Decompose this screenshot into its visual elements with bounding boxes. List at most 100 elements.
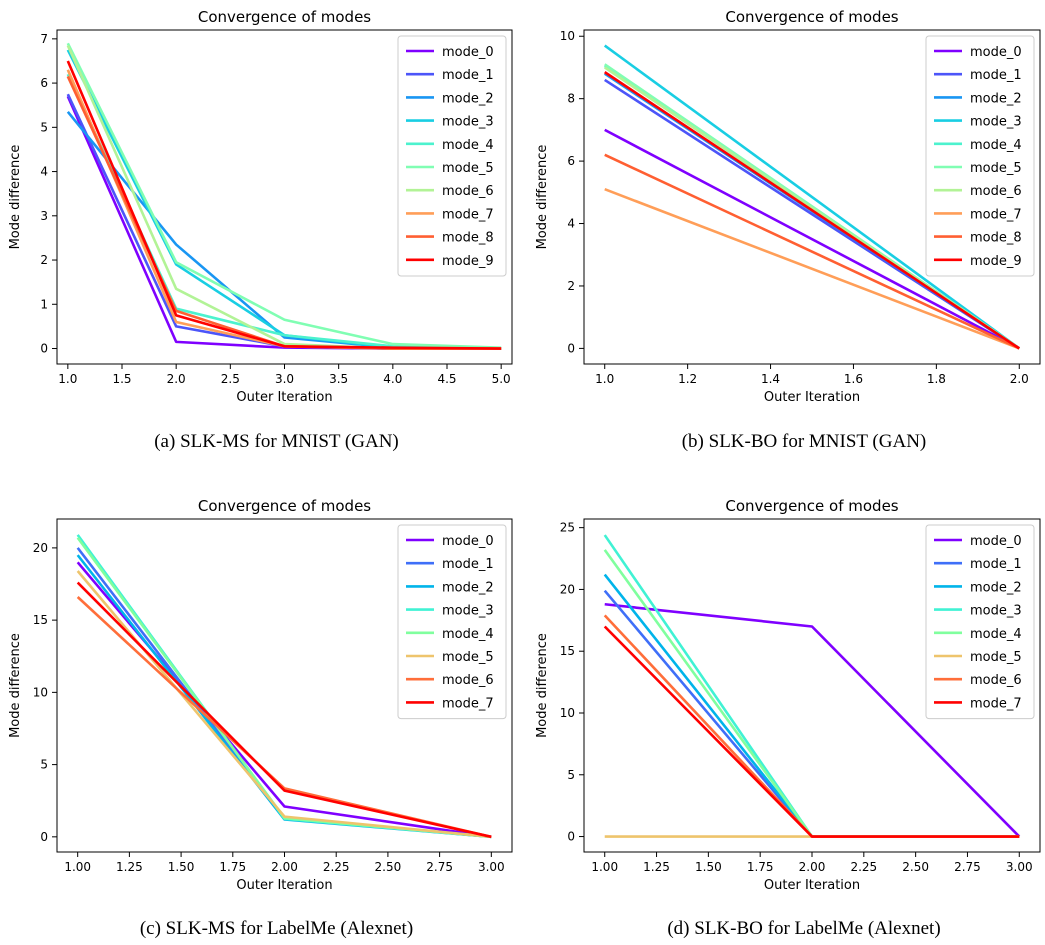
y-tick-label: 0 (567, 830, 575, 844)
x-tick-label: 2.50 (375, 860, 402, 874)
legend-label-mode_6: mode_6 (970, 184, 1022, 199)
x-axis-label: Outer Iteration (236, 390, 332, 405)
y-tick-label: 5 (567, 768, 575, 782)
x-tick-label: 1.6 (844, 372, 863, 386)
chart-title: Convergence of modes (725, 497, 898, 515)
series-line-mode_3 (603, 44, 1021, 350)
legend-label-mode_5: mode_5 (970, 161, 1022, 176)
y-tick-label: 6 (40, 76, 48, 90)
y-axis-label: Mode difference (535, 633, 550, 738)
x-tick-label: 1.00 (64, 860, 91, 874)
figure-caption: (a) SLK-MS for MNIST (GAN) (154, 431, 399, 452)
legend-label-mode_6: mode_6 (970, 673, 1022, 688)
chart-panel-3: Convergence of modes 1.00 1.25 1.50 1.75 2.00… (535, 497, 1041, 939)
y-tick-label: 0 (567, 341, 575, 355)
chart-panel-0: Convergence of modes 1.0 1.5 2.0 2.5 3.0 3.5 4.… (8, 8, 513, 452)
y-tick-label: 25 (560, 521, 575, 535)
y-tick-label: 15 (560, 644, 575, 658)
x-tick-label: 1.00 (591, 860, 618, 874)
legend-label-mode_2: mode_2 (970, 91, 1022, 106)
legend-label-mode_9: mode_9 (442, 254, 494, 269)
y-axis-label: Mode difference (8, 633, 23, 738)
legend-label-mode_5: mode_5 (442, 161, 494, 176)
legend-label-mode_2: mode_2 (970, 580, 1022, 595)
series-line-mode_5 (66, 42, 502, 349)
y-tick-label: 2 (40, 253, 48, 267)
legend-label-mode_3: mode_3 (970, 604, 1022, 619)
legend: mode_0 mode_1 mode_2 mode_3 mode_4 mode_5mode… (925, 35, 1035, 277)
legend-label-mode_8: mode_8 (442, 231, 494, 246)
y-tick-label: 0 (40, 342, 48, 356)
legend-label-mode_4: mode_4 (442, 138, 494, 153)
x-tick-label: 4.0 (383, 372, 402, 386)
y-tick-label: 20 (33, 541, 48, 555)
y-tick-label: 10 (33, 685, 48, 699)
chart-title: Convergence of modes (198, 497, 371, 515)
x-tick-label: 1.50 (695, 860, 722, 874)
legend-label-mode_6: mode_6 (442, 673, 494, 688)
x-tick-label: 1.50 (168, 860, 195, 874)
figure-caption: (d) SLK-BO for LabelMe (Alexnet) (667, 918, 940, 939)
x-tick-label: 2.25 (850, 860, 877, 874)
y-tick-label: 3 (40, 209, 48, 223)
legend-label-mode_4: mode_4 (970, 627, 1022, 642)
series-line-mode_8 (604, 153, 1020, 350)
y-tick-label: 15 (33, 613, 48, 627)
legend-label-mode_3: mode_3 (442, 115, 494, 130)
x-tick-label: 2.5 (221, 372, 240, 386)
series-line-mode_0 (604, 602, 1021, 838)
x-tick-label: 3.5 (329, 372, 348, 386)
legend-label-mode_0: mode_0 (970, 534, 1022, 549)
legend-label-mode_1: mode_1 (970, 68, 1022, 83)
legend-label-mode_6: mode_6 (442, 184, 494, 199)
series-line-mode_9 (604, 71, 1020, 350)
x-tick-label: 3.00 (1006, 860, 1033, 874)
legend-label-mode_7: mode_7 (442, 696, 494, 711)
legend-label-mode_4: mode_4 (970, 138, 1022, 153)
x-tick-label: 2.75 (426, 860, 453, 874)
x-tick-label: 1.5 (112, 372, 131, 386)
x-tick-label: 2.0 (1010, 372, 1029, 386)
y-tick-label: 10 (560, 29, 575, 43)
figure-caption: (c) SLK-MS for LabelMe (Alexnet) (140, 918, 413, 939)
legend-label-mode_0: mode_0 (442, 45, 494, 60)
legend-label-mode_7: mode_7 (442, 207, 494, 222)
legend-box (925, 35, 1035, 277)
x-axis-label: Outer Iteration (764, 878, 860, 893)
x-tick-label: 1.4 (761, 372, 780, 386)
x-tick-label: 1.2 (678, 372, 697, 386)
x-tick-label: 2.25 (323, 860, 350, 874)
legend-label-mode_1: mode_1 (442, 68, 494, 83)
legend: mode_0 mode_1 mode_2 mode_3 mode_4 mode_5mode… (397, 35, 507, 277)
legend-label-mode_2: mode_2 (442, 91, 494, 106)
chart-title: Convergence of modes (725, 8, 898, 26)
legend-label-mode_5: mode_5 (442, 650, 494, 665)
series-line-mode_9 (66, 60, 502, 350)
legend-label-mode_9: mode_9 (970, 254, 1022, 269)
x-tick-label: 1.0 (595, 372, 614, 386)
x-tick-label: 2.50 (902, 860, 929, 874)
legend-box (397, 35, 507, 277)
series-line-mode_7 (604, 187, 1020, 350)
x-tick-label: 2.00 (799, 860, 826, 874)
x-tick-label: 1.25 (116, 860, 143, 874)
legend-label-mode_1: mode_1 (970, 557, 1022, 572)
x-tick-label: 2.0 (167, 372, 186, 386)
x-tick-label: 1.8 (927, 372, 946, 386)
legend-box (925, 524, 1035, 720)
legend-label-mode_3: mode_3 (442, 604, 494, 619)
y-tick-label: 4 (567, 217, 575, 231)
axes-frame (583, 29, 1041, 365)
legend-label-mode_7: mode_7 (970, 207, 1022, 222)
x-tick-label: 4.5 (437, 372, 456, 386)
x-tick-label: 2.00 (271, 860, 298, 874)
x-tick-label: 1.75 (747, 860, 774, 874)
chart-panel-1: Convergence of modes 1.0 1.2 1.4 1.6 1.8 2.0 0 2… (535, 8, 1041, 452)
y-tick-label: 20 (560, 582, 575, 596)
y-tick-label: 6 (567, 154, 575, 168)
x-tick-label: 2.75 (954, 860, 981, 874)
y-axis-label: Mode difference (535, 145, 550, 250)
y-tick-label: 2 (567, 279, 575, 293)
series-line-mode_7 (603, 625, 1020, 838)
